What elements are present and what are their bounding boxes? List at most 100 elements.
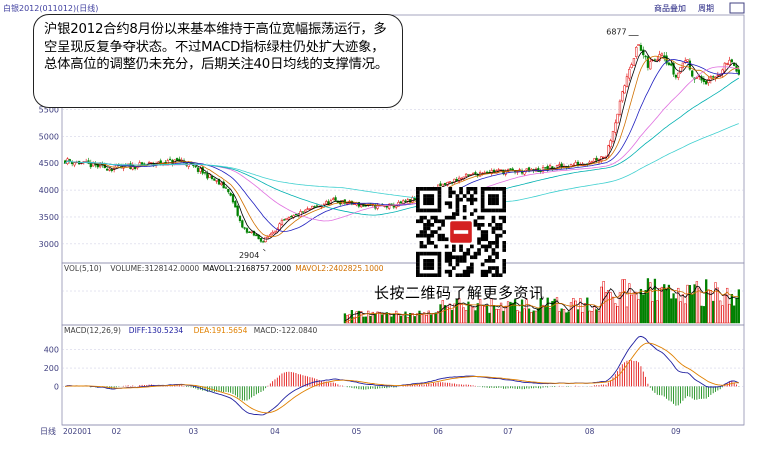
qr-module	[495, 251, 499, 256]
qr-module	[484, 230, 489, 234]
candle-body	[108, 168, 111, 171]
volume-bar	[660, 286, 664, 324]
volume-legend-item: VOLUME:3128142.0000	[110, 264, 199, 273]
candle-body	[677, 72, 680, 78]
overlay-tool[interactable]: 商品叠加	[654, 3, 686, 13]
qr-module	[480, 269, 485, 274]
ma120-line	[64, 123, 739, 203]
volume-bar	[539, 298, 542, 324]
volume-bar	[478, 298, 482, 324]
qr-module	[498, 233, 503, 238]
qr-module	[477, 251, 481, 256]
box-icon[interactable]	[729, 2, 745, 14]
qr-module	[430, 194, 435, 198]
volume-bar	[642, 294, 645, 324]
volume-bar	[586, 297, 589, 324]
qr-module	[455, 273, 460, 277]
ma20-line	[64, 58, 739, 232]
candle-body	[695, 77, 699, 79]
candle-body	[294, 214, 298, 216]
candle-body	[558, 164, 561, 166]
qr-module	[455, 259, 460, 263]
volume-series	[343, 278, 740, 324]
qr-module	[491, 273, 496, 277]
qr-module	[423, 201, 427, 206]
qr-module	[455, 205, 460, 209]
candle-body	[404, 200, 407, 202]
qr-module	[426, 208, 431, 213]
candle-body	[110, 169, 113, 172]
candle-body	[660, 53, 664, 56]
qr-module	[459, 244, 463, 249]
qr-module	[466, 251, 471, 256]
qr-module	[470, 201, 474, 206]
qr-module	[419, 233, 424, 238]
qr-module	[502, 266, 506, 270]
qr-module	[437, 226, 442, 231]
candle-body	[497, 169, 500, 171]
candle-body	[374, 204, 377, 209]
candle-body	[150, 162, 153, 164]
qr-module	[444, 215, 449, 220]
qr-module	[495, 201, 499, 206]
qr-module	[491, 215, 496, 220]
candle-body	[467, 174, 470, 176]
qr-module	[488, 187, 492, 191]
candle-body	[140, 162, 144, 165]
qr-module	[477, 237, 481, 242]
volume-bar	[723, 295, 726, 324]
candle-body	[614, 122, 617, 133]
qr-module	[434, 187, 438, 191]
qr-module	[470, 212, 474, 216]
candle-body	[206, 173, 209, 179]
qr-module	[416, 197, 420, 202]
qr-module	[430, 208, 435, 213]
ma40-line	[64, 66, 739, 222]
volume-bar	[730, 293, 733, 324]
volume-bar	[460, 304, 463, 324]
qr-module	[426, 237, 431, 242]
qr-module	[498, 215, 503, 220]
qr-module	[423, 233, 427, 238]
qr-module	[437, 190, 442, 195]
volume-bar	[406, 317, 409, 324]
volume-bar	[392, 313, 395, 324]
month-label: 09	[671, 427, 681, 436]
qr-module	[452, 266, 456, 270]
qr-module	[502, 241, 506, 245]
qr-module	[423, 197, 427, 202]
month-label: 08	[585, 427, 595, 436]
candle-body	[712, 76, 715, 78]
candle-body	[301, 211, 305, 213]
volume-bar	[483, 305, 486, 324]
volume-bar	[504, 305, 507, 324]
volume-bar	[649, 282, 652, 324]
candle-body	[196, 167, 200, 172]
volume-bar	[490, 298, 493, 324]
qr-module	[480, 187, 485, 191]
candle-body	[642, 49, 645, 56]
qr-module	[423, 223, 427, 227]
qr-module	[470, 244, 474, 249]
qr-module	[502, 187, 506, 191]
volume-bar	[651, 301, 654, 324]
qr-logo-mark	[453, 230, 469, 234]
price-tick-label: 5500	[39, 105, 59, 114]
qr-module	[462, 205, 467, 209]
price-tick-label: 3500	[39, 213, 59, 222]
qr-module	[437, 251, 442, 256]
period-tool[interactable]: 周期	[698, 4, 714, 13]
candle-body	[105, 168, 109, 171]
candle-body	[304, 209, 307, 213]
volume-bar	[432, 313, 435, 324]
qr-module	[462, 273, 467, 277]
volume-bar	[691, 294, 694, 324]
qr-module	[473, 251, 478, 256]
qr-module	[423, 251, 427, 256]
volume-bar	[518, 311, 521, 324]
qr-code-icon[interactable]	[416, 187, 506, 277]
qr-module	[426, 223, 431, 227]
qr-module	[480, 233, 485, 238]
volume-bar	[376, 311, 379, 324]
qr-module	[484, 244, 489, 249]
